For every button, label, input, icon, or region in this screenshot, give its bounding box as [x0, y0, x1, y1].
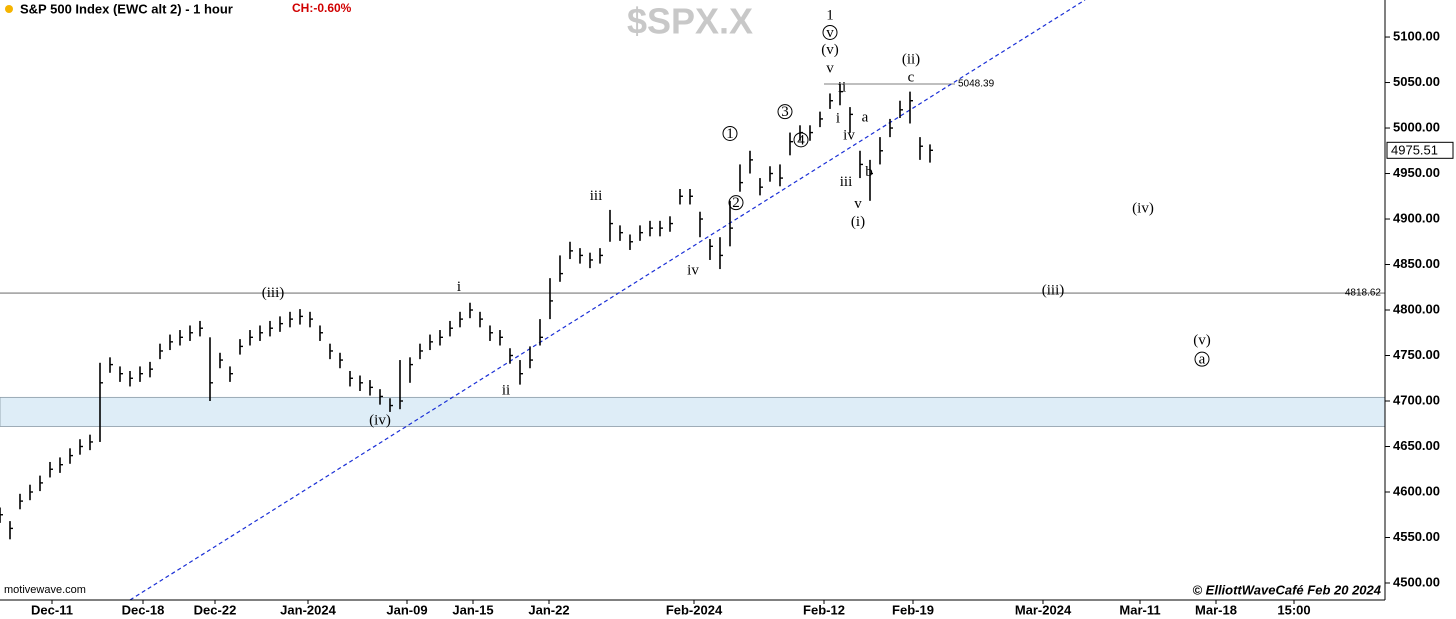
wave-label: ii: [502, 383, 510, 399]
wave-label: (i): [851, 214, 865, 230]
y-tick-label: 4900.00: [1393, 210, 1440, 225]
wave-label: (v): [1193, 332, 1211, 348]
wave-label: (iv): [1132, 201, 1154, 217]
x-tick-label: Mar-18: [1195, 602, 1237, 617]
wave-label: c: [908, 70, 915, 86]
level-label: 4818.62: [1345, 288, 1382, 299]
y-tick-label: 5050.00: [1393, 74, 1440, 89]
plot-area: 5048.394818.621v(v)viiiiviiiv(i)abc(ii)3…: [0, 0, 1386, 601]
y-tick-label: 4950.00: [1393, 165, 1440, 180]
x-tick-label: Dec-22: [194, 602, 237, 617]
last-price-box: [1386, 141, 1454, 159]
y-tick-label: 4550.00: [1393, 529, 1440, 544]
support-zone: [0, 396, 1386, 427]
x-tick-label: Mar-2024: [1015, 602, 1072, 617]
wave-label: iii: [840, 174, 853, 190]
wave-label: iv: [843, 128, 855, 144]
status-dot: [5, 5, 13, 13]
watermark: $SPX.X: [627, 1, 753, 42]
chart-title: S&P 500 Index (EWC alt 2) - 1 hour: [20, 1, 233, 16]
x-tick-label: Dec-18: [122, 602, 165, 617]
y-tick-label: 4800.00: [1393, 301, 1440, 316]
wave-label: 1: [726, 126, 734, 142]
y-tick-label: 4500.00: [1393, 574, 1440, 589]
wave-label: 2: [732, 195, 740, 211]
x-tick-label: Jan-15: [452, 602, 493, 617]
wave-label: b: [865, 164, 873, 180]
wave-label: (iv): [369, 413, 391, 429]
credit: © ElliottWaveCafé Feb 20 2024: [1192, 582, 1381, 597]
y-tick-label: 4600.00: [1393, 483, 1440, 498]
x-tick-label: Jan-09: [386, 602, 427, 617]
last-price-label: 4975.51: [1391, 143, 1438, 158]
wave-label: a: [862, 110, 869, 126]
x-tick-label: Feb-12: [803, 602, 845, 617]
trendline: [129, 0, 1086, 601]
x-tick-label: Dec-11: [31, 602, 73, 617]
wave-label: 3: [781, 104, 789, 120]
change-label: CH:-0.60%: [292, 1, 352, 15]
x-tick-label: 15:00: [1277, 602, 1310, 617]
x-tick-label: Mar-11: [1119, 602, 1160, 617]
wave-label: v: [854, 196, 862, 212]
wave-circle: [1194, 351, 1210, 367]
wave-label: a: [1199, 352, 1206, 368]
y-tick-label: 4700.00: [1393, 392, 1440, 407]
wave-label: (iii): [1042, 282, 1065, 298]
wave-label: i: [836, 110, 840, 126]
wave-label: ii: [838, 80, 846, 96]
wave-label: 1: [826, 8, 834, 24]
wave-label: iv: [687, 262, 699, 278]
wave-circle: [822, 24, 838, 40]
wave-label: 4: [797, 132, 805, 148]
y-tick-label: 4650.00: [1393, 438, 1440, 453]
x-tick-label: Feb-2024: [666, 602, 723, 617]
y-tick-label: 5000.00: [1393, 119, 1440, 134]
wave-circle: [793, 132, 809, 148]
wave-label: i: [457, 279, 461, 295]
wave-circle: [777, 104, 793, 120]
x-tick-label: Jan-2024: [280, 602, 336, 617]
y-tick-label: 5100.00: [1393, 28, 1440, 43]
wave-label: (ii): [902, 51, 920, 67]
y-tick-label: 4750.00: [1393, 347, 1440, 362]
wave-label: v: [826, 60, 834, 76]
x-tick-label: Jan-22: [528, 602, 569, 617]
x-tick-label: Feb-19: [892, 602, 934, 617]
level-label: 5048.39: [958, 79, 995, 90]
wave-label: v: [826, 25, 834, 41]
wave-label: (iii): [262, 285, 285, 301]
wave-circle: [722, 125, 738, 141]
wave-label: iii: [590, 188, 603, 204]
source: motivewave.com: [4, 584, 86, 596]
wave-circle: [728, 195, 744, 211]
wave-label: (v): [821, 42, 839, 58]
y-tick-label: 4850.00: [1393, 256, 1440, 271]
